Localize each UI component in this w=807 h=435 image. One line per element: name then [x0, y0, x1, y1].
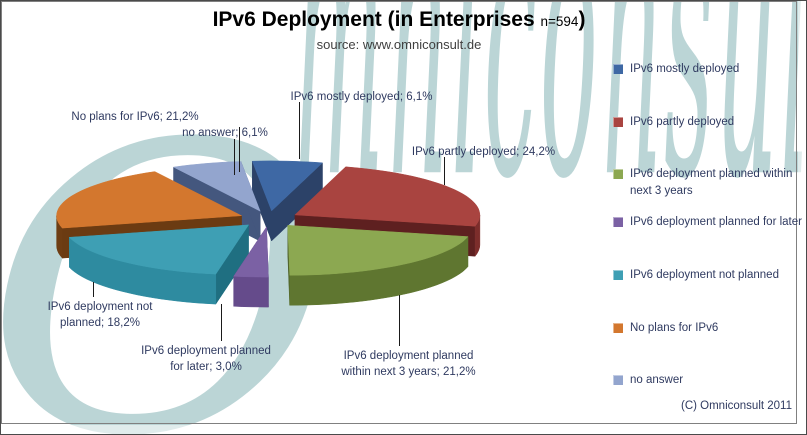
leader-line-no-answer [234, 139, 235, 175]
leader-line-partly [444, 157, 445, 185]
title-sample-size: n=594 [540, 14, 579, 29]
legend-item-planned-later[interactable]: IPv6 deployment planned for later [613, 214, 803, 231]
legend-label: No plans for IPv6 [630, 322, 719, 334]
legend-swatch-no-plans [613, 323, 623, 333]
legend-label: no answer [630, 374, 684, 386]
legend-label: IPv6 mostly deployed [630, 63, 740, 75]
pie-slice-0[interactable] [251, 160, 324, 212]
legend-label: IPv6 deployment planned within next 3 ye… [630, 168, 793, 197]
legend-swatch-not-planned [613, 270, 623, 280]
leader-line-no-plans [239, 127, 240, 172]
legend-item-planned-3-years[interactable]: IPv6 deployment planned within next 3 ye… [613, 166, 803, 200]
legend-label: IPv6 deployment planned for later [630, 216, 802, 228]
legend-item-no-plans[interactable]: No plans for IPv6 [613, 320, 803, 337]
right-margin [798, 1, 806, 434]
legend-item-no-answer[interactable]: no answer [613, 372, 803, 389]
legend-swatch-3-years [613, 169, 623, 179]
callout-planned-later: IPv6 deployment planned for later; 3,0% [141, 345, 271, 373]
bottom-margin [1, 425, 806, 434]
pie-slice-4[interactable] [68, 224, 250, 275]
legend-label: IPv6 deployment not planned [630, 269, 779, 281]
callout-no-plans: No plans for IPv6; 21,2% [71, 111, 199, 123]
pie-slice-3[interactable] [233, 226, 269, 278]
chart-area-border [1, 1, 797, 424]
legend-swatch-mostly [613, 64, 623, 74]
chart-title: IPv6 Deployment (in Enterprises n=594) [1, 8, 797, 32]
pie-slice-5[interactable] [56, 171, 243, 229]
callout-not-planned: IPv6 deployment not planned; 18,2% [47, 301, 153, 329]
pie-slice-6[interactable] [172, 161, 261, 212]
legend-label: IPv6 partly deployed [630, 116, 735, 128]
leader-line-3-years [399, 295, 400, 346]
legend-swatch-partly [613, 117, 623, 127]
callout-no-answer: no answer; 6,1% [182, 127, 268, 139]
legend-item-partly-deployed[interactable]: IPv6 partly deployed [613, 114, 803, 131]
copyright-text: (C) Omniconsult 2011 [681, 400, 792, 412]
leader-line-not-planned [93, 282, 94, 297]
callout-partly-deployed: IPv6 partly deployed; 24,2% [411, 146, 556, 158]
legend-swatch-later [613, 217, 623, 227]
leader-line-later [221, 304, 222, 341]
pie-slice-1[interactable] [294, 166, 481, 227]
pie-slice-2[interactable] [287, 225, 469, 276]
leader-line-mostly [299, 102, 300, 159]
legend-item-mostly-deployed[interactable]: IPv6 mostly deployed [613, 61, 803, 78]
callout-planned-3-years: IPv6 deployment planned within next 3 ye… [341, 350, 476, 378]
legend-swatch-no-answer [613, 375, 623, 385]
title-paren: ) [578, 8, 586, 31]
title-main: IPv6 Deployment (in Enterprises [212, 8, 535, 31]
pie-slice-3-rim[interactable] [233, 276, 269, 308]
chart-subtitle: source: www.omniconsult.de [316, 37, 482, 52]
legend-item-not-planned[interactable]: IPv6 deployment not planned [613, 267, 803, 284]
callout-mostly-deployed: IPv6 mostly deployed; 6,1% [290, 91, 433, 103]
